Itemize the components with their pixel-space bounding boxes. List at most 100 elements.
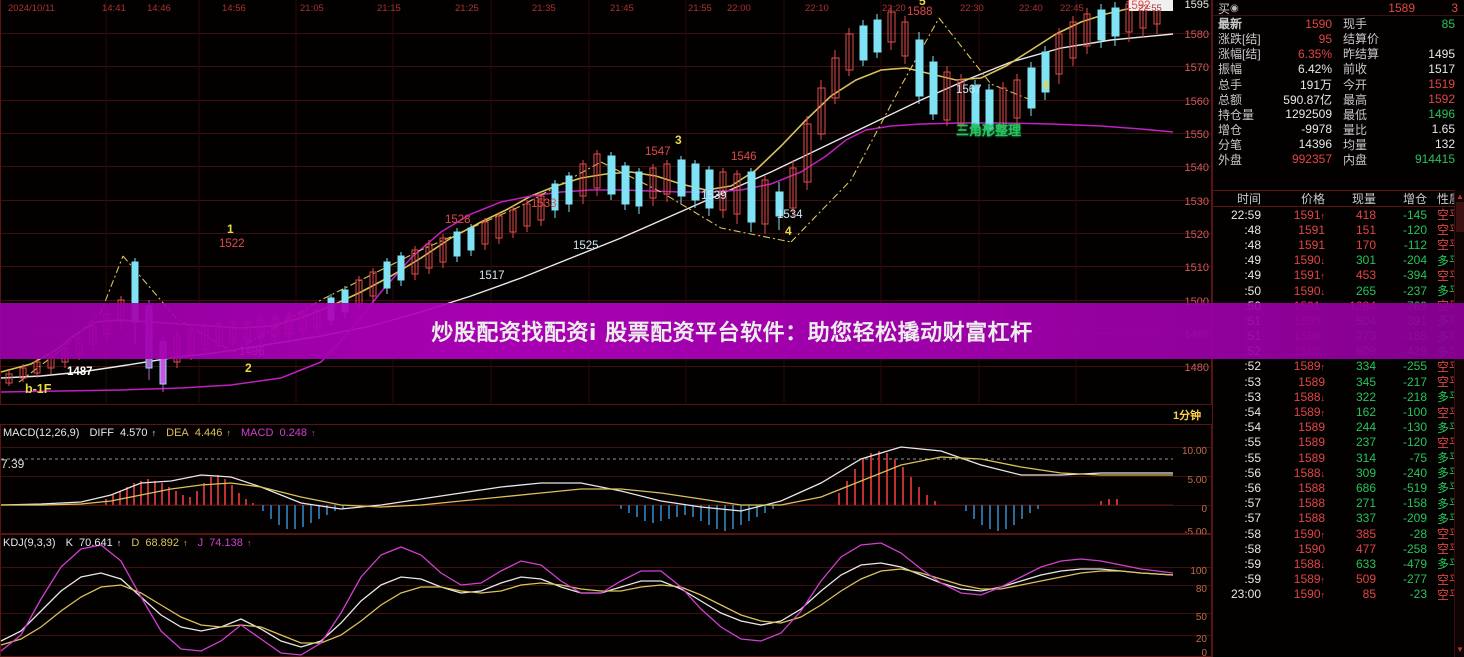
tick-row[interactable]: :53 1589 345 -217 空平 <box>1213 374 1464 390</box>
tick-open-interest: -237 <box>1402 283 1427 298</box>
tick-row[interactable]: :48 1591 170 -112 空平 <box>1213 237 1464 253</box>
tick-row[interactable]: :57 1588 271 -158 多平 <box>1213 496 1464 511</box>
tick-volume: 151 <box>1355 222 1376 237</box>
tick-open-interest: -130 <box>1402 420 1427 435</box>
price-tick: 1580 <box>1184 29 1209 41</box>
tick-row[interactable]: :52 1589↑ 334 -255 空平 <box>1213 359 1464 374</box>
row-value2: 1496 <box>1428 107 1455 122</box>
time-tick: 22:40 <box>1019 3 1043 14</box>
tick-price: 1588 <box>1298 480 1325 495</box>
kdj-k-value: 70.641 <box>79 537 113 549</box>
tick-price: 1590↓ <box>1293 283 1326 298</box>
scroll-down-icon[interactable]: ▼ <box>1456 645 1464 654</box>
arrow-down-icon: ↓ <box>1320 468 1326 479</box>
macd-dea-label: DEA <box>166 427 189 439</box>
period-badge[interactable]: 1分钟 <box>1172 407 1203 423</box>
kdj-panel[interactable]: KDJ(9,3,3) K 70.641 ↑ D 68.892 ↑ J 74.13… <box>0 534 1212 657</box>
tick-row[interactable]: :58 1590↑ 385 -28 空平 <box>1213 526 1464 542</box>
tick-price: 1589 <box>1298 420 1325 435</box>
price-label-1522: 1522 <box>219 238 245 250</box>
tick-time: :49 <box>1244 268 1261 283</box>
macd-tick: 5.00 <box>1187 475 1207 486</box>
tick-price: 1591 <box>1298 222 1325 237</box>
row-label: 总手 <box>1218 77 1243 92</box>
price-label-1588: 1588 <box>907 6 933 18</box>
tick-row[interactable]: :57 1588 337 -209 多平 <box>1213 511 1464 526</box>
tick-row[interactable]: 23:00 1590↑ 85 -23 空平 <box>1213 587 1464 602</box>
row-value: 6.42% <box>1297 61 1332 76</box>
arrow-down-icon: ↓ <box>1320 286 1326 297</box>
tick-row[interactable]: :48 1591 151 -120 空平 <box>1213 222 1464 238</box>
tick-row[interactable]: :56 1588↓ 309 -240 多平 <box>1213 465 1464 481</box>
kdj-tick: 80 <box>1195 584 1207 595</box>
quote-row: 最新 1590 现手 85 <box>1213 16 1464 32</box>
tick-price: 1589↑ <box>1293 572 1325 587</box>
row-value: 14396 <box>1298 137 1332 152</box>
row-value2: 914415 <box>1414 152 1455 167</box>
macd-tick: 0 <box>1201 504 1207 515</box>
price-tick: 1560 <box>1184 96 1209 108</box>
tick-open-interest: -218 <box>1402 389 1427 404</box>
tick-row[interactable]: :53 1588↓ 322 -218 多平 <box>1213 389 1464 405</box>
chart-area[interactable]: 1 1522 1496 2 1528 1517 1533 1525 3 1547… <box>0 0 1212 657</box>
arrow-up-icon: ↑ <box>1320 529 1326 540</box>
quote-row: 涨幅[结] 6.35% 昨结算 1495 <box>1213 46 1464 62</box>
quote-row: 涨跌[结] 95 结算价 <box>1213 31 1464 47</box>
tick-open-interest: -277 <box>1402 572 1427 587</box>
tick-time: :53 <box>1244 389 1261 404</box>
tick-price: 1588 <box>1298 511 1325 526</box>
tick-volume: 162 <box>1355 405 1376 420</box>
scroll-thumb[interactable] <box>1456 202 1464 232</box>
kdj-tick: 50 <box>1195 612 1207 623</box>
quote-row: 外盘 992357 内盘 914415 <box>1213 152 1464 167</box>
macd-name: MACD(12,26,9) <box>3 427 80 439</box>
wave-label-4: 4 <box>785 224 792 238</box>
macd-diff-label: DIFF <box>89 427 114 439</box>
row-label: 涨幅[结] <box>1218 47 1261 62</box>
quote-summary: 买 ◉ 1589 3 最新 1590 现手 85 涨跌[结] 95 结算价 涨幅… <box>1213 0 1464 190</box>
tick-row[interactable]: :55 1589 314 -75 多平 <box>1213 450 1464 466</box>
macd-panel[interactable]: MACD(12,26,9) DIFF 4.570 ↑ DEA 4.446 ↑ M… <box>0 424 1212 534</box>
tick-volume: 85 <box>1362 587 1376 602</box>
macd-macd-value: 0.248 <box>279 427 307 439</box>
tick-row[interactable]: :50 1590↓ 265 -237 多平 <box>1213 283 1464 299</box>
kdj-d-label: D <box>131 537 140 549</box>
tick-volume: 686 <box>1355 480 1376 495</box>
col-time: 时间 <box>1236 192 1261 206</box>
scroll-up-icon[interactable]: ▲ <box>1456 192 1464 201</box>
row-label: 增仓 <box>1218 122 1243 137</box>
price-label-1547: 1547 <box>645 146 671 158</box>
tick-price: 1589 <box>1298 374 1325 389</box>
kdj-name: KDJ(9,3,3) <box>3 537 56 549</box>
wave-label-5: 5 <box>919 0 926 8</box>
tick-volume: 265 <box>1355 283 1376 298</box>
tick-scrollbar[interactable]: ▲ ▼ <box>1454 190 1464 657</box>
tick-row[interactable]: :49 1590↓ 301 -204 多平 <box>1213 253 1464 268</box>
tick-row[interactable]: :49 1591↑ 453 -394 空平 <box>1213 268 1464 283</box>
tick-row[interactable]: :54 1589↑ 162 -100 空平 <box>1213 404 1464 420</box>
tick-time: :54 <box>1244 420 1261 435</box>
tick-row[interactable]: :54 1589 244 -130 多平 <box>1213 420 1464 435</box>
macd-plot <box>0 446 1173 531</box>
macd-cursor-value: 7.39 <box>1 457 25 471</box>
tick-row[interactable]: 22:59 1591↑ 418 -145 空平 <box>1213 207 1464 223</box>
tick-price: 1588↓ <box>1293 556 1325 571</box>
tick-price: 1589 <box>1298 450 1325 465</box>
time-tick: 22:00 <box>727 3 751 14</box>
kdj-k-arrow: ↑ <box>116 538 122 548</box>
tick-row[interactable]: :59 1588↓ 633 -479 多平 <box>1213 556 1464 572</box>
kdj-j-label: J <box>197 537 204 549</box>
tick-volume: 345 <box>1355 374 1376 389</box>
price-label-1533: 1533 <box>531 198 557 210</box>
tick-open-interest: -145 <box>1402 207 1427 222</box>
time-tick: 21:45 <box>610 3 634 14</box>
tick-row[interactable]: :59 1589↑ 509 -277 空平 <box>1213 572 1464 587</box>
row-label2: 昨结算 <box>1343 47 1380 62</box>
kdj-tick: 0 <box>1201 648 1207 657</box>
tick-row[interactable]: :58 1590 477 -258 空平 <box>1213 541 1464 557</box>
bid-row: 买 ◉ 1589 3 <box>1213 1 1464 17</box>
tick-open-interest: -158 <box>1402 496 1427 511</box>
tick-row[interactable]: :55 1589 237 -120 空平 <box>1213 435 1464 450</box>
tick-row[interactable]: :56 1588 686 -519 多平 <box>1213 480 1464 496</box>
tick-table-body[interactable]: 22:59 1591↑ 418 -145 空平:48 1591 151 -120 空平:48 15… <box>1213 207 1464 657</box>
